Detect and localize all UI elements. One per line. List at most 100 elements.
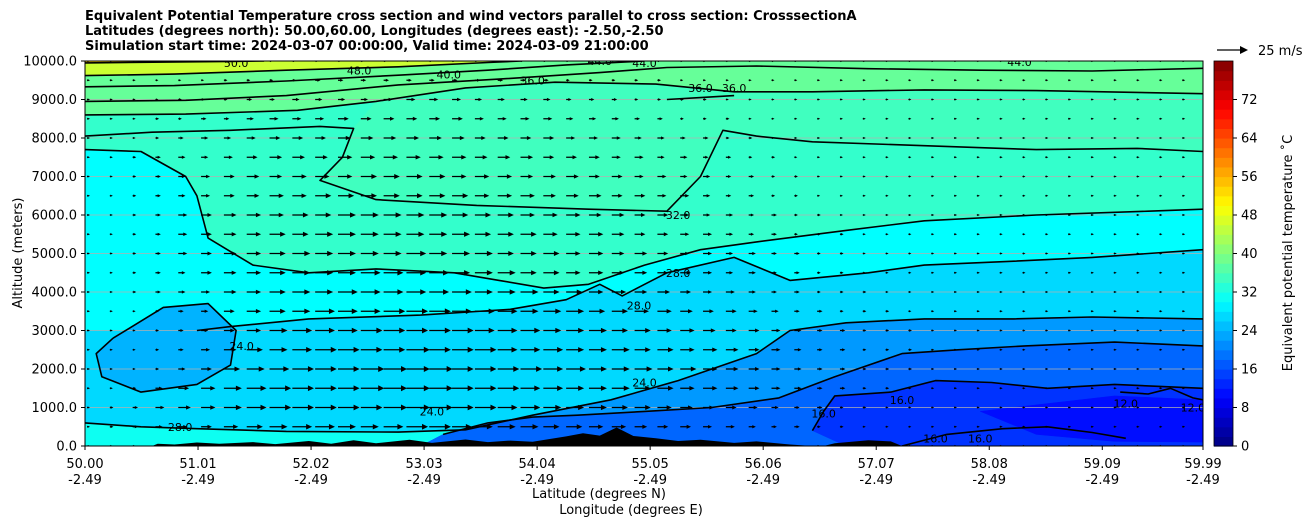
colorbar-tick-label: 48	[1241, 209, 1258, 224]
wind-arrow	[292, 116, 302, 121]
wind-arrow	[954, 348, 958, 351]
wind-arrow	[1136, 156, 1140, 159]
wind-arrow	[429, 78, 435, 82]
wind-arrow	[292, 136, 304, 140]
wind-arrow	[474, 443, 490, 446]
wind-arrow	[543, 327, 562, 334]
wind-arrow	[817, 290, 821, 294]
wind-arrow	[178, 117, 182, 121]
wind-arrow	[315, 327, 335, 334]
wind-arrow	[657, 117, 663, 121]
wind-arrow	[954, 271, 958, 274]
wind-arrow	[862, 117, 866, 120]
wind-arrow	[1045, 252, 1049, 255]
wind-arrow	[246, 136, 256, 140]
wind-arrow	[1113, 175, 1117, 178]
wind-arrow	[1090, 406, 1094, 409]
wind-arrow	[315, 423, 335, 430]
wind-arrow	[1090, 367, 1094, 371]
wind-arrow	[611, 98, 618, 101]
wind-arrow	[634, 174, 644, 179]
wind-arrow	[1205, 445, 1208, 447]
wind-arrow	[1159, 348, 1163, 351]
wind-arrow	[976, 367, 980, 371]
wind-arrow	[908, 136, 912, 140]
wind-arrow	[1159, 406, 1163, 409]
wind-arrow	[634, 232, 646, 237]
wind-arrow	[817, 348, 823, 352]
wind-arrow	[246, 366, 265, 372]
contour-line	[85, 316, 1203, 433]
wind-arrow	[588, 136, 598, 140]
contour-label: 44.0	[588, 55, 613, 68]
wind-arrow	[337, 366, 360, 372]
wind-arrow	[109, 387, 113, 390]
wind-arrow	[725, 79, 729, 82]
wind-arrow	[406, 135, 420, 141]
wind-arrow	[748, 117, 752, 120]
wind-arrow	[725, 328, 737, 333]
wind-arrow	[976, 425, 980, 428]
wind-arrow	[429, 346, 451, 353]
wind-arrow	[748, 79, 752, 82]
wind-arrow	[474, 270, 493, 276]
wind-arrow	[725, 386, 739, 391]
wind-arrow	[862, 252, 866, 255]
wind-arrow	[223, 347, 237, 352]
wind-arrow	[839, 406, 844, 409]
wind-arrow	[862, 367, 867, 371]
wind-arrow	[246, 308, 262, 314]
colorbar-tick-label: 32	[1241, 286, 1258, 301]
wind-arrow	[452, 289, 472, 295]
wind-arrow	[1182, 194, 1186, 197]
wind-arrow	[1136, 175, 1140, 178]
wind-arrow	[885, 348, 890, 352]
wind-arrow	[611, 270, 625, 275]
wind-arrow	[839, 367, 846, 371]
wind-arrow	[269, 155, 283, 160]
wind-arrow	[611, 232, 625, 237]
wind-arrow	[429, 212, 448, 218]
wind-arrow	[999, 406, 1003, 409]
wind-arrow	[588, 251, 604, 256]
wind-arrow	[703, 251, 713, 256]
wind-arrow	[817, 79, 821, 82]
wind-arrow	[1068, 387, 1072, 390]
contour-label: 48.0	[347, 65, 372, 78]
wind-arrow	[452, 270, 471, 276]
wind-arrow	[201, 328, 209, 333]
wind-arrow	[497, 155, 511, 160]
wind-arrow	[360, 250, 379, 257]
contour-label: 12.0	[1181, 402, 1206, 415]
wind-arrow	[406, 97, 416, 102]
colorbar-band	[1214, 359, 1233, 370]
wind-arrow	[1068, 213, 1072, 217]
wind-arrow	[976, 156, 980, 159]
wind-arrow	[155, 213, 161, 217]
wind-arrow	[337, 174, 353, 179]
wind-arrow	[817, 425, 821, 429]
x-tick-label: 57.07	[858, 457, 895, 472]
x-tick-label-lon: -2.49	[746, 473, 780, 488]
wind-arrow	[839, 348, 846, 352]
wind-arrow	[543, 424, 560, 430]
wind-arrow	[178, 309, 184, 313]
wind-arrow	[383, 385, 408, 392]
wind-arrow	[1182, 79, 1186, 82]
wind-arrow	[931, 406, 935, 409]
wind-arrow	[429, 385, 453, 392]
wind-arrow	[315, 289, 334, 295]
wind-arrow	[452, 423, 472, 430]
wind-arrow	[1205, 406, 1208, 408]
wind-arrow	[429, 366, 453, 372]
wind-arrow	[1022, 290, 1026, 294]
wind-arrow	[725, 136, 730, 140]
wind-arrow	[246, 270, 262, 276]
wind-arrow	[1090, 290, 1094, 294]
wind-arrow	[566, 270, 581, 276]
wind-arrow	[292, 231, 309, 237]
wind-arrow	[771, 328, 781, 333]
wind-arrow	[543, 116, 553, 121]
x-tick-label: 54.04	[519, 457, 556, 472]
wind-arrow	[223, 117, 230, 121]
